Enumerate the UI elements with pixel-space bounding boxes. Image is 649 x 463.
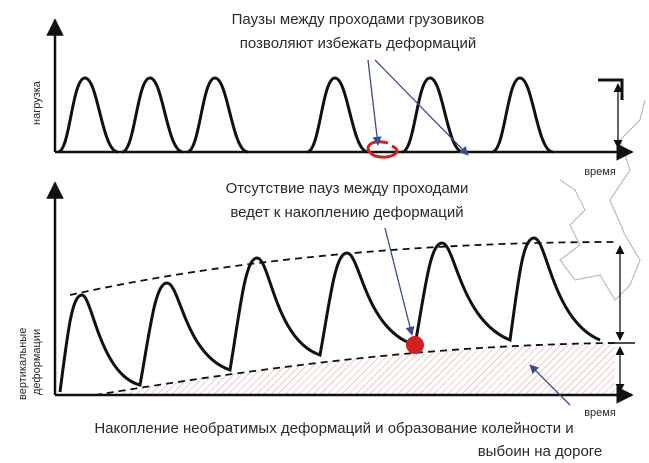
- y-label: вертикальные: [17, 328, 29, 400]
- accumulation-point: [406, 336, 424, 354]
- pause-mark: [368, 142, 397, 157]
- caption: Накопление необратимых деформаций и обра…: [94, 420, 573, 437]
- scribble: [560, 100, 645, 300]
- pointer: [375, 60, 468, 155]
- caption: выбоин на дороге: [478, 443, 603, 460]
- annotation: ведет к накоплению деформаций: [230, 204, 463, 221]
- load-pulses: [58, 78, 553, 152]
- upper-envelope: [70, 242, 615, 295]
- residual-area: [95, 343, 615, 395]
- x-label: время: [584, 407, 616, 419]
- diagram: Паузы между проходами грузовиков позволя…: [0, 0, 649, 463]
- pointer: [385, 228, 412, 335]
- annotation: Паузы между проходами грузовиков: [232, 11, 485, 28]
- y-label: нагрузка: [31, 80, 43, 125]
- annotation: Отсутствие пауз между проходами: [226, 180, 469, 197]
- x-label: время: [584, 166, 616, 178]
- pointer: [368, 60, 378, 145]
- y-label: деформации: [31, 329, 43, 395]
- annotation: позволяют избежать деформаций: [240, 35, 477, 52]
